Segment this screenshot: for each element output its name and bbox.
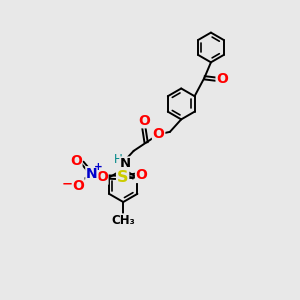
Text: N: N bbox=[120, 157, 131, 170]
Text: H: H bbox=[113, 153, 122, 166]
Text: O: O bbox=[153, 127, 165, 141]
Text: N: N bbox=[86, 167, 98, 181]
Text: O: O bbox=[72, 179, 84, 193]
Text: O: O bbox=[138, 114, 150, 128]
Text: +: + bbox=[94, 162, 103, 172]
Text: CH₃: CH₃ bbox=[111, 214, 135, 227]
Text: O: O bbox=[216, 72, 228, 86]
Text: S: S bbox=[117, 170, 128, 185]
Text: −: − bbox=[61, 177, 72, 190]
Text: O: O bbox=[136, 168, 148, 182]
Text: O: O bbox=[70, 154, 82, 168]
Text: O: O bbox=[96, 170, 108, 184]
